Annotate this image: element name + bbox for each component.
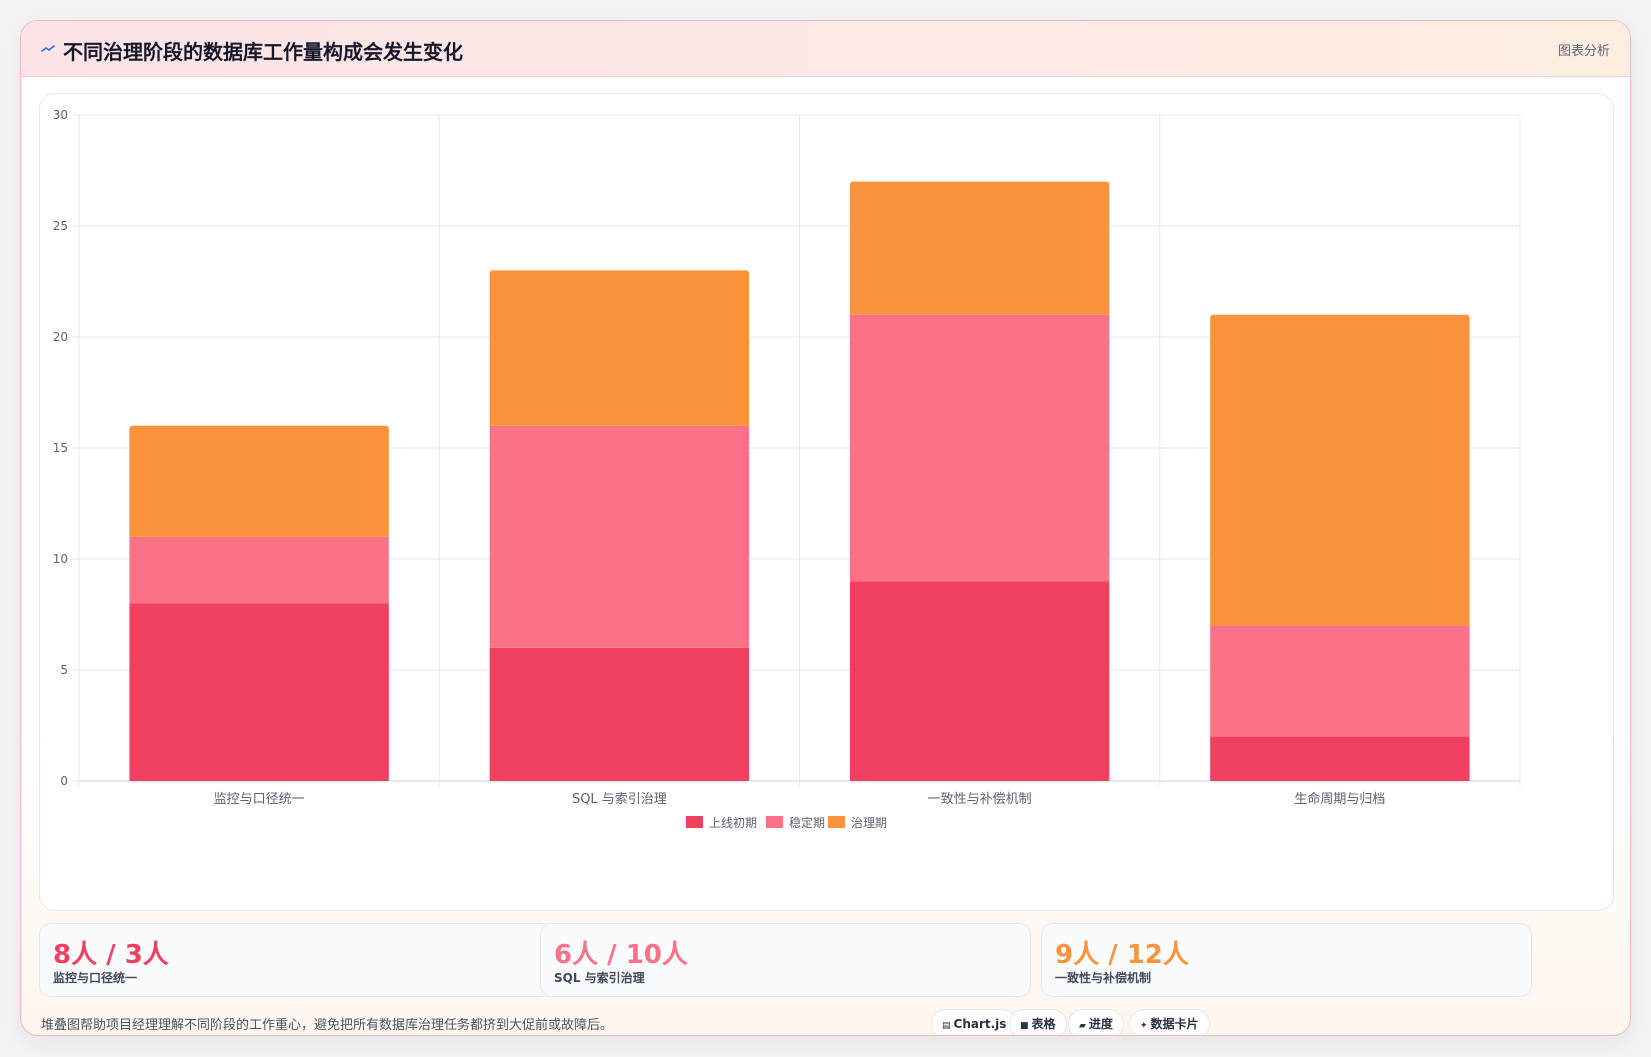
chip-table[interactable]: ■ 表格 <box>1009 1009 1067 1035</box>
stat-card-consistency: 9人 / 12人 一致性与补偿机制 <box>1041 923 1532 997</box>
stat-label: 监控与口径统一 <box>53 971 138 985</box>
stat-value: 8人 / 3人 <box>53 940 169 970</box>
y-tick-label: 0 <box>60 774 68 788</box>
y-tick-label: 20 <box>53 330 68 344</box>
bar-segment <box>129 536 389 604</box>
stat-label: SQL 与索引治理 <box>554 971 645 985</box>
stat-card-sql: 6人 / 10人 SQL 与索引治理 <box>540 923 1031 997</box>
bar-segment <box>129 425 389 537</box>
sparkle-icon: ✦ <box>1140 1021 1148 1031</box>
table-icon: ■ <box>1020 1021 1029 1031</box>
legend-label: 上线初期 <box>709 816 757 830</box>
stat-cards: 8人 / 3人 监控与口径统一 6人 / 10人 SQL 与索引治理 9人 / … <box>39 923 1614 997</box>
legend-swatch <box>828 816 845 828</box>
chip-label: Chart.js <box>953 1017 1007 1031</box>
chart-analysis-tag[interactable]: 图表分析 <box>1557 44 1610 59</box>
legend-swatch <box>766 816 783 828</box>
stacked-bar-chart: 0 5 10 15 20 25 30 监控与口径统一 SQL 与索引治理 一致性与补偿机制 生命周期… <box>53 108 1521 830</box>
y-tick-label: 25 <box>53 219 68 233</box>
x-tick-label: 监控与口径统一 <box>214 792 305 807</box>
bar-segment <box>1210 625 1470 737</box>
trend-line-icon <box>41 45 55 52</box>
x-tick-label: SQL 与索引治理 <box>572 792 667 807</box>
x-tick-label: 一致性与补偿机制 <box>928 792 1032 807</box>
bar-segment <box>849 181 1110 315</box>
y-tick-label: 10 <box>53 552 68 566</box>
footer-note: 堆叠图帮助项目经理理解不同阶段的工作重心，避免把所有数据库治理任务都挤到大促前或… <box>41 1018 614 1033</box>
stat-label: 一致性与补偿机制 <box>1055 971 1152 985</box>
chip-progress[interactable]: ▰ 进度 <box>1068 1009 1124 1035</box>
chart-card: 不同治理阶段的数据库工作量构成会发生变化 图表分析 0 5 10 15 20 25 30 监控… <box>20 20 1631 1036</box>
bar-segment <box>489 270 750 426</box>
chip-data-card[interactable]: ✦ 数据卡片 <box>1129 1009 1210 1035</box>
chip-label: 数据卡片 <box>1150 1017 1199 1031</box>
legend-label: 稳定期 <box>789 815 825 830</box>
legend-label: 治理期 <box>851 816 887 830</box>
bar-segment <box>1210 736 1470 781</box>
bar-segment <box>489 425 750 648</box>
page-title: 不同治理阶段的数据库工作量构成会发生变化 <box>63 40 463 64</box>
bar-segment <box>489 647 750 781</box>
chart-icon: ▤ <box>942 1021 951 1031</box>
progress-icon: ▰ <box>1079 1021 1086 1031</box>
x-tick-label: 生命周期与归档 <box>1294 791 1385 807</box>
y-tick-label: 30 <box>53 108 68 122</box>
chip-chartjs[interactable]: ▤ Chart.js <box>931 1009 1018 1035</box>
chart-panel: 0 5 10 15 20 25 30 监控与口径统一 SQL 与索引治理 一致性与补偿机制 生命周期… <box>39 93 1614 911</box>
y-tick-label: 15 <box>53 441 68 455</box>
stat-card-monitoring: 8人 / 3人 监控与口径统一 <box>39 923 557 997</box>
legend-swatch <box>686 816 703 828</box>
bar-segment <box>849 314 1110 582</box>
bar-segment <box>849 581 1110 781</box>
card-header: 不同治理阶段的数据库工作量构成会发生变化 图表分析 <box>21 21 1630 77</box>
y-tick-label: 5 <box>60 663 68 677</box>
chip-label: 表格 <box>1031 1017 1056 1031</box>
bar-segment <box>129 603 389 781</box>
stat-value: 9人 / 12人 <box>1055 940 1189 970</box>
stat-value: 6人 / 10人 <box>554 940 688 970</box>
chip-label: 进度 <box>1088 1017 1113 1031</box>
bar-segment <box>1210 314 1470 626</box>
